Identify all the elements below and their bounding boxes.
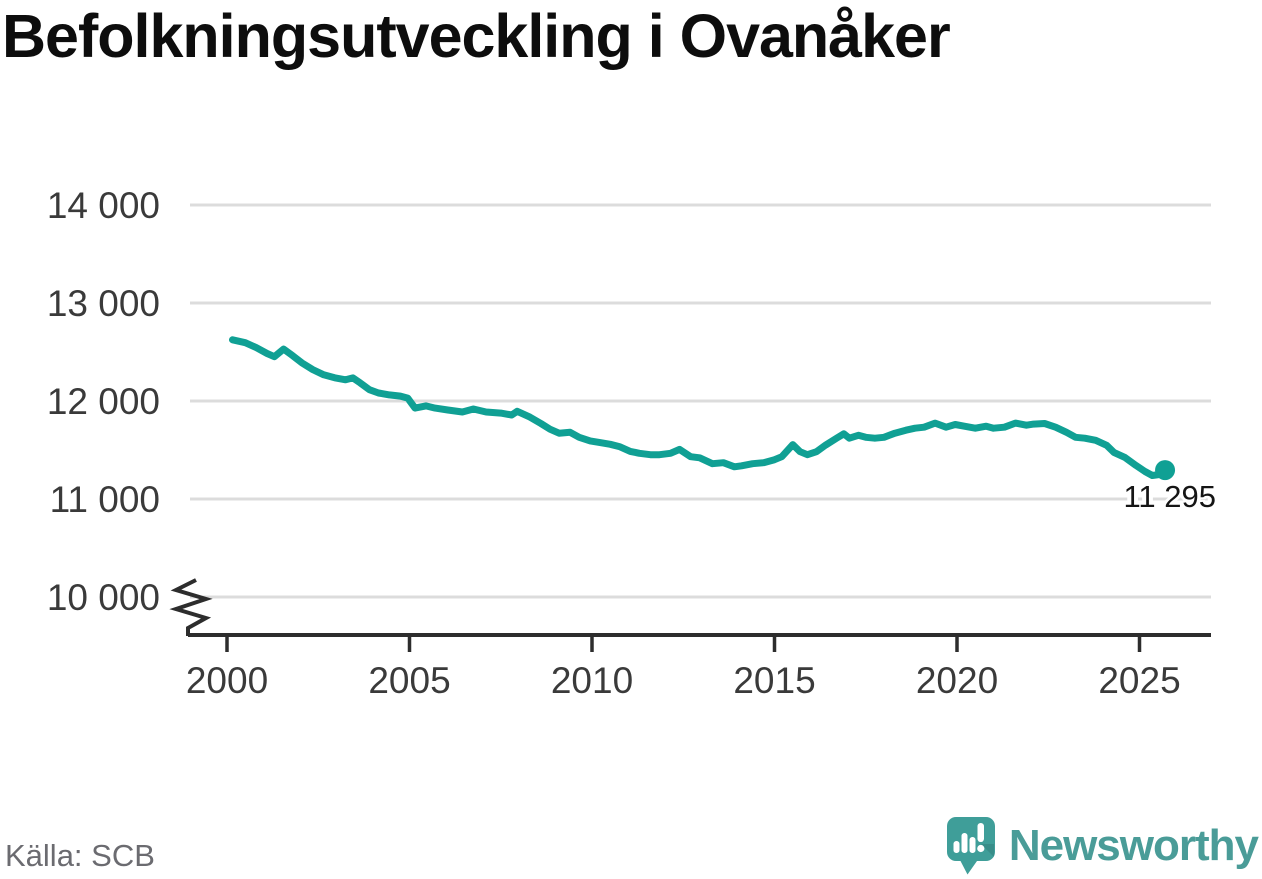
- x-tick-label: 2005: [368, 660, 450, 701]
- axis-break-zigzag: [169, 578, 213, 636]
- end-point-marker: [1155, 460, 1176, 481]
- x-tick-label: 2015: [733, 660, 815, 701]
- x-tick-label: 2020: [916, 660, 998, 701]
- chart-title: Befolkningsutveckling i Ovanåker: [2, 2, 951, 70]
- x-tick-label: 2025: [1098, 660, 1180, 701]
- y-tick-label: 14 000: [47, 185, 160, 226]
- y-tick-label: 12 000: [47, 381, 160, 422]
- newsworthy-logo-icon: [946, 817, 995, 875]
- logo-bar-3: [969, 837, 976, 853]
- logo-exclamation-dot: [977, 844, 985, 853]
- y-tick-label: 11 000: [50, 479, 160, 520]
- newsworthy-logo: Newsworthy: [946, 816, 1259, 876]
- end-value-label: 11 295: [1123, 479, 1216, 514]
- x-tick-label: 2000: [186, 660, 268, 701]
- logo-bar-1: [953, 841, 960, 853]
- y-tick-label: 10 000: [47, 577, 160, 618]
- x-tick-label: 2010: [551, 660, 633, 701]
- newsworthy-logo-text: Newsworthy: [1008, 821, 1259, 870]
- population-series-line: [229, 336, 1169, 479]
- y-tick-label: 13 000: [47, 283, 160, 324]
- logo-exclamation-bar: [977, 823, 984, 842]
- logo-bar-2: [961, 833, 968, 853]
- source-note: Källa: SCB: [5, 838, 155, 873]
- logo-shade: [980, 844, 994, 857]
